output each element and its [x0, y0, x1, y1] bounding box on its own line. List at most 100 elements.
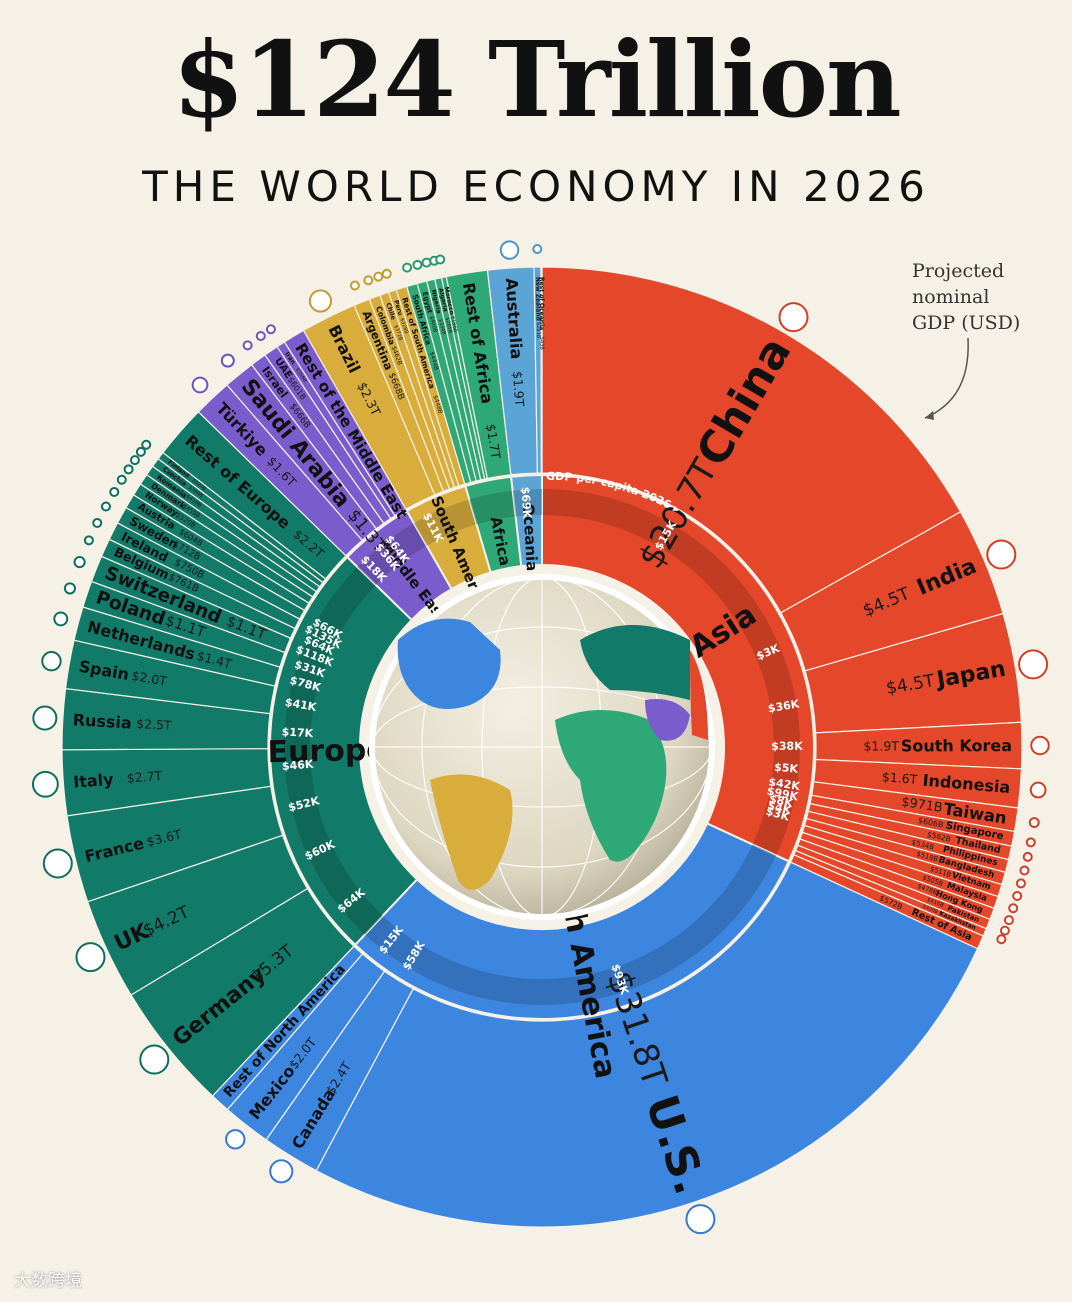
flag-icon-new-zealand — [532, 244, 543, 255]
flag-icon-germany — [139, 1044, 170, 1075]
country-value-new-zealand: $283B — [535, 322, 541, 339]
per-capita-bangladesh: $3K — [764, 805, 791, 824]
flag-icon-france — [42, 848, 73, 879]
country-value-italy: $2.7T — [126, 768, 163, 786]
country-value-russia: $2.5T — [136, 716, 173, 733]
flag-icon-hong-kong — [1003, 915, 1014, 926]
country-value-rest-of-oceania: $43B — [539, 337, 545, 351]
country-value-morocco: $196B — [449, 316, 458, 334]
per-capita-band-middle-east — [357, 523, 427, 586]
per-capita-japan: $36K — [767, 697, 801, 715]
flag-icon-u-s — [685, 1204, 716, 1235]
per-capita-taiwan: $42K — [768, 775, 802, 793]
per-capita-singapore: $99K — [766, 785, 800, 804]
annotation-line: nominal — [912, 286, 990, 308]
slice-u-s — [315, 861, 979, 1228]
per-capita-band-europe — [284, 566, 383, 935]
annotation-line: GDP (USD) — [912, 312, 1021, 334]
flag-icon-taiwan — [1028, 817, 1040, 829]
flag-icon-argentina — [349, 280, 360, 291]
country-label-peru: Peru — [392, 299, 404, 316]
annotation-arrowhead — [925, 411, 934, 420]
flag-icon-colombia — [363, 275, 374, 286]
flag-icon-switzerland — [73, 556, 86, 569]
flag-icon-morocco — [435, 254, 446, 265]
country-value-spain: $2.0T — [131, 668, 169, 689]
per-capita-band-asia — [542, 489, 801, 856]
chart-title: $124 Trillion — [172, 18, 901, 141]
flag-icon-bangladesh — [1015, 878, 1026, 889]
flag-icon-pakistan — [999, 925, 1010, 936]
flag-icon-peru — [381, 268, 392, 279]
per-capita-australia: $69K — [519, 486, 534, 519]
flag-icon-sweden — [100, 501, 111, 512]
annotation-arrow — [924, 337, 969, 419]
country-label-russia: Russia — [72, 710, 132, 732]
country-value-chile: $372B — [392, 324, 403, 342]
flag-icon-malaysia — [1008, 903, 1019, 914]
per-capita-band-oceania — [512, 489, 542, 517]
country-value-peru: $328B — [399, 317, 410, 335]
flag-icon-vietnam — [1012, 890, 1023, 901]
country-value-rest-of-south-america: $448B — [432, 395, 443, 415]
per-capita-indonesia: $5K — [774, 761, 799, 776]
per-capita-thailand: $8K — [768, 792, 795, 810]
per-capita-italy: $46K — [281, 758, 314, 773]
country-label-rest-of-oceania: Rest of Oceania — [538, 277, 545, 330]
flag-icon-australia — [499, 240, 520, 260]
country-value-south-korea: $1.9T — [863, 738, 899, 753]
flag-icon-norway — [116, 474, 127, 485]
region-asia — [541, 473, 815, 863]
flag-icon-japan — [1018, 649, 1049, 680]
flag-icon-romania — [129, 455, 140, 466]
region-label-europe: Europe — [267, 733, 387, 770]
flag-icon-israel — [242, 340, 253, 351]
gdp-annotation: Projected nominal GDP (USD) — [912, 258, 1052, 336]
per-capita-band-africa — [469, 490, 516, 525]
flag-icon-brazil — [308, 289, 333, 313]
country-value-kazakhstan: $320B — [922, 904, 940, 916]
flag-icon-indonesia — [1029, 781, 1047, 799]
country-label-south-korea: South Korea — [901, 736, 1012, 755]
flag-icon-singapore — [1025, 837, 1036, 848]
annotation-line: Projected — [912, 260, 1005, 282]
flag-icon-poland — [63, 582, 76, 595]
flag-icon-t-rkiye — [191, 376, 209, 394]
flag-icon-spain — [41, 650, 62, 672]
flag-icon-italy — [31, 770, 59, 798]
flag-icon-thailand — [1022, 851, 1033, 862]
country-value-australia: $1.9T — [510, 371, 527, 408]
flag-icon-india — [986, 539, 1017, 570]
globe-icon — [369, 574, 715, 920]
flag-icon-mexico — [225, 1129, 246, 1150]
flag-icon-netherlands — [53, 611, 69, 627]
slice-china — [541, 266, 962, 614]
flag-icon-belgium — [83, 535, 94, 546]
country-label-new-zealand: New Zealand — [534, 277, 541, 321]
flag-icon-china — [778, 302, 809, 333]
flag-icon-ireland — [92, 517, 103, 528]
flag-icon-saudi-arabia — [220, 353, 235, 368]
flag-icon-russia — [32, 705, 58, 731]
watermark: 大数跨境 — [14, 1271, 82, 1291]
chart-subtitle: THE WORLD ECONOMY IN 2026 — [142, 162, 930, 211]
flag-icon-philippines — [1019, 865, 1030, 876]
slice-rest-of-oceania — [540, 266, 543, 474]
flag-icon-iran — [265, 324, 276, 335]
flag-icon-czechia — [135, 446, 146, 457]
flag-icon-south-africa — [402, 262, 413, 273]
region-label-oceania: Oceania — [519, 503, 541, 572]
country-value-south-africa: $444B — [428, 351, 439, 371]
per-capita-russia: $17K — [281, 725, 314, 740]
per-capita-band-south-america — [413, 499, 477, 546]
per-capita-philippines: $4K — [766, 798, 793, 817]
country-value-egypt: $400B — [428, 315, 438, 333]
per-capita-spain: $41K — [284, 696, 318, 714]
flag-icon-denmark — [123, 464, 134, 475]
country-value-taiwan: $971B — [900, 795, 943, 816]
flag-icon-chile — [373, 271, 384, 282]
country-value-nigeria: $334B — [437, 318, 447, 336]
country-value-algeria: $285B — [444, 317, 453, 335]
per-capita-south-korea: $38K — [771, 740, 803, 753]
